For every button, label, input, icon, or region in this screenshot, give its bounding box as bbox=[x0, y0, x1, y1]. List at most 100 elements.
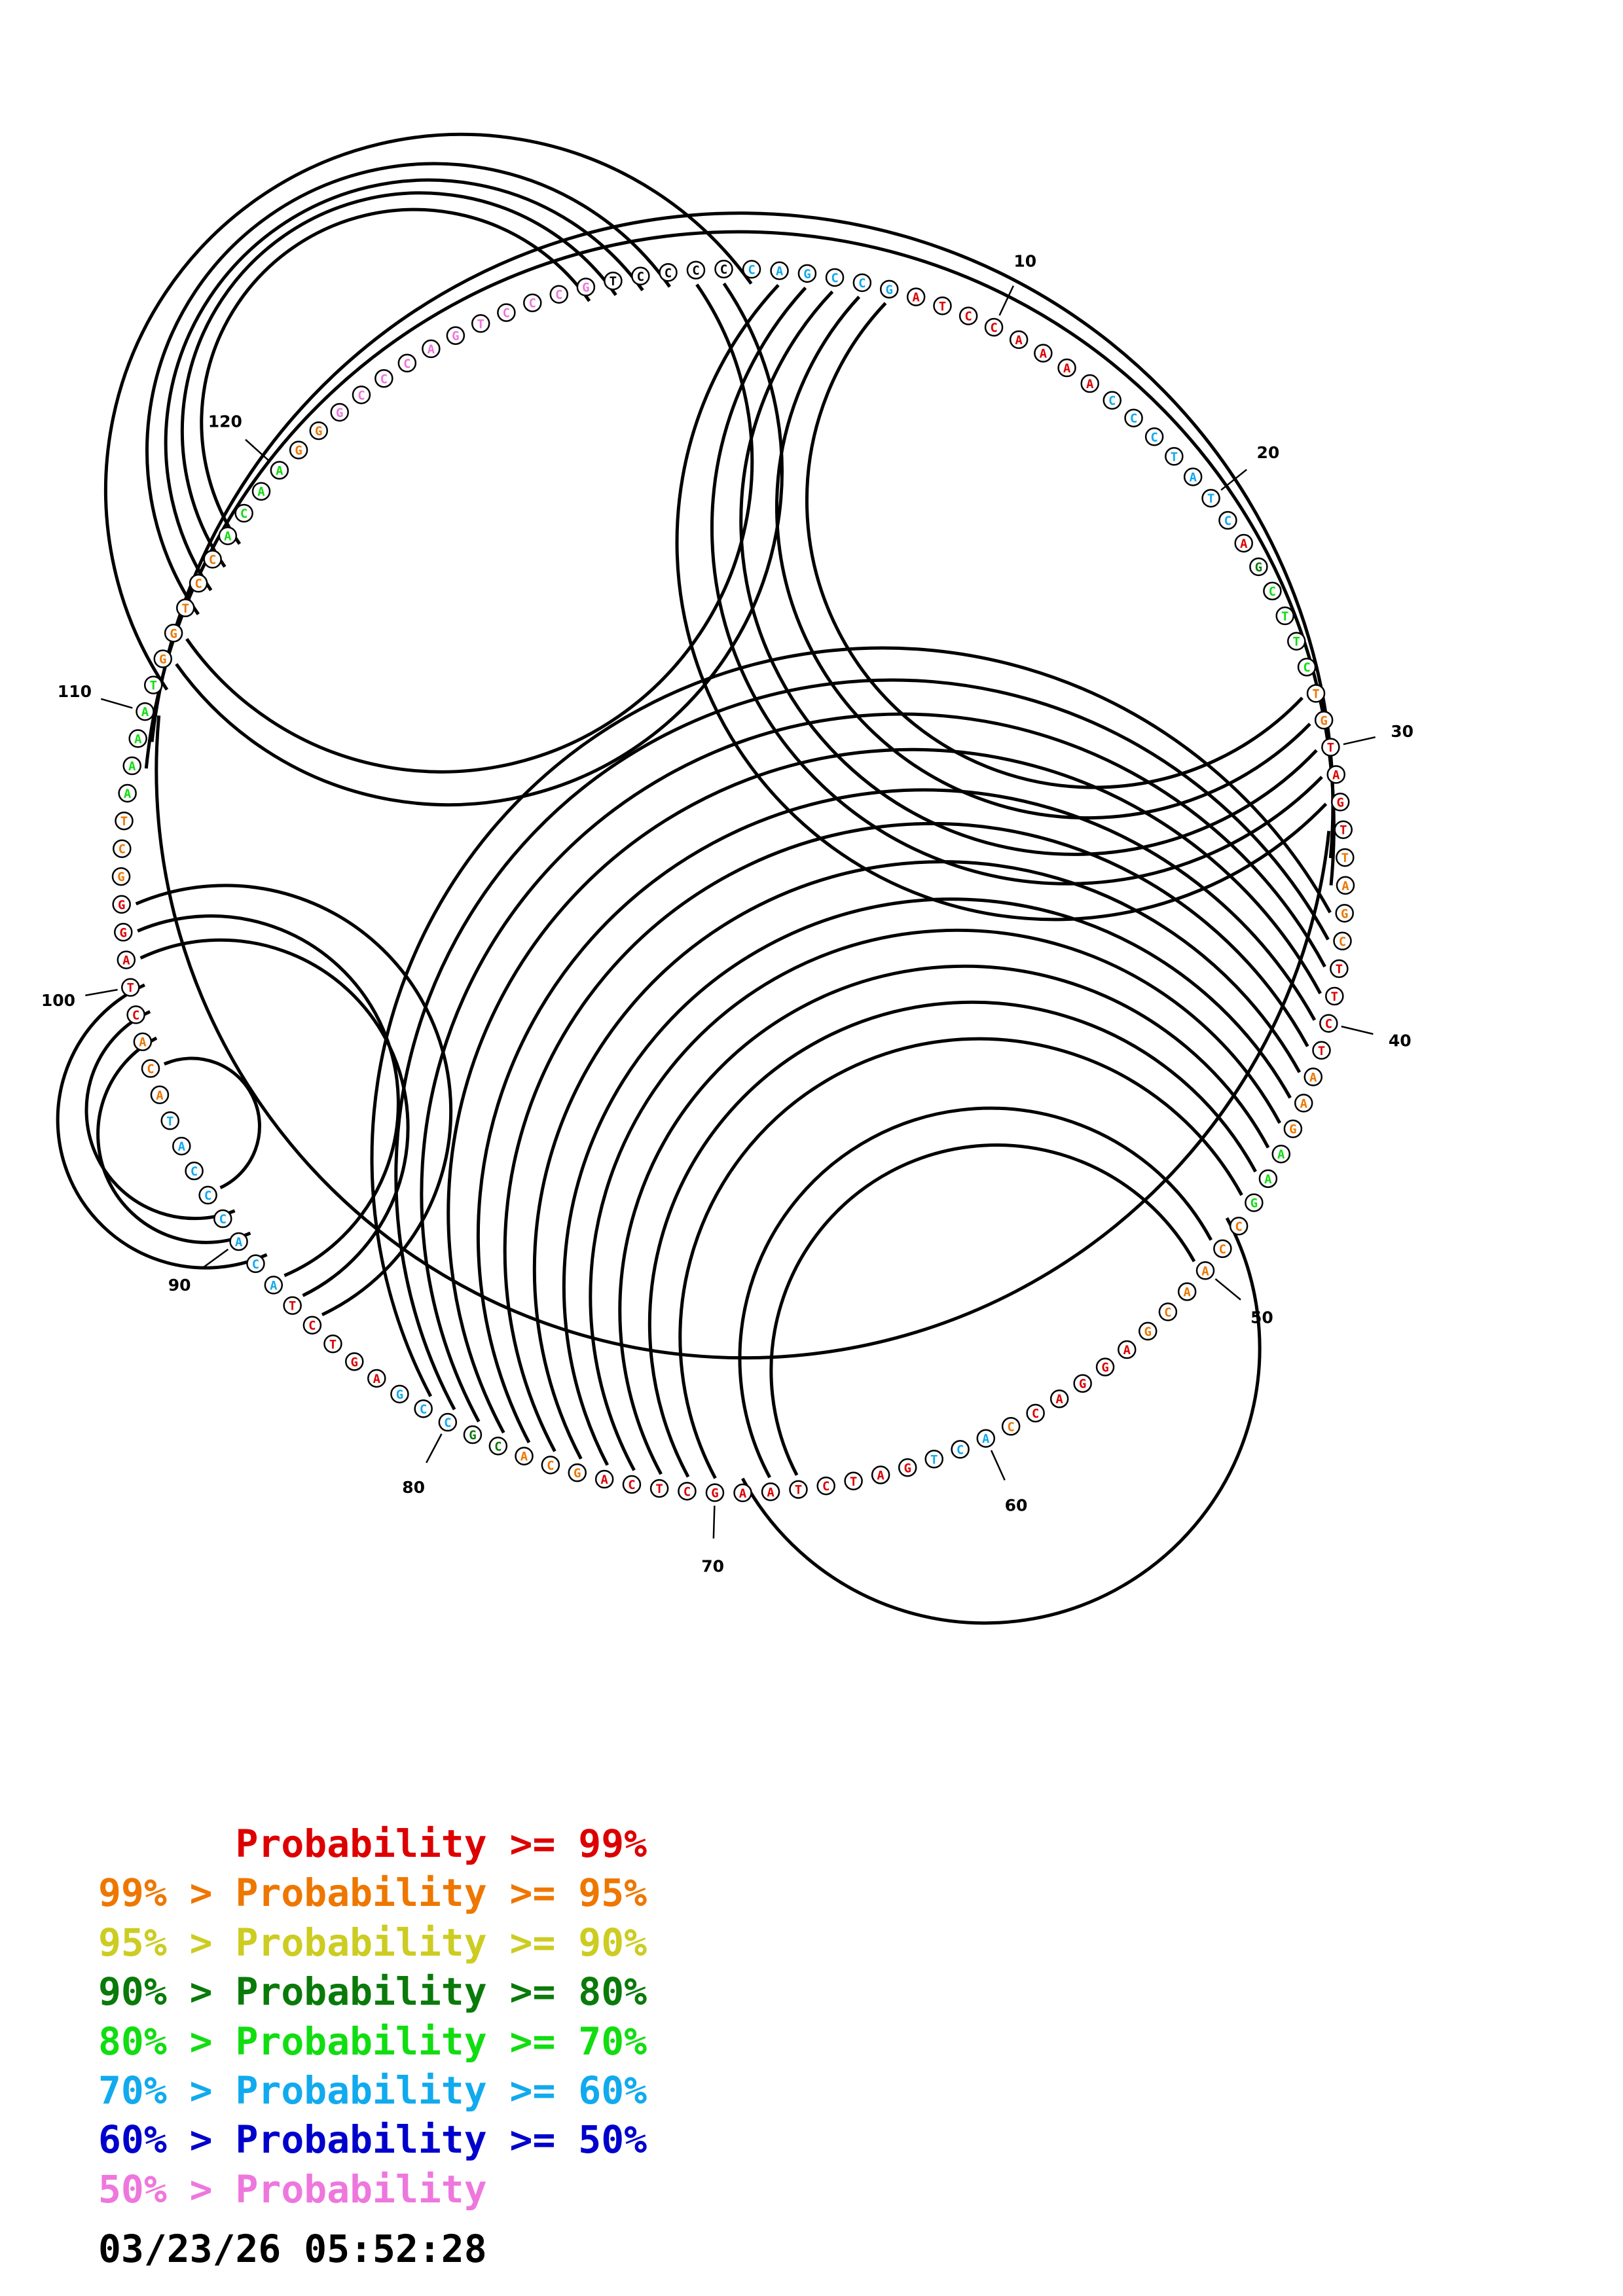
position-number: 110 bbox=[58, 682, 92, 701]
base-letter: C bbox=[1130, 412, 1137, 426]
pair-arc bbox=[420, 712, 1326, 1423]
pair-arc bbox=[144, 230, 1336, 886]
pair-arc bbox=[56, 983, 268, 1270]
base-letter: C bbox=[194, 577, 202, 591]
base-circle bbox=[133, 1032, 153, 1051]
pair-arc bbox=[185, 283, 754, 774]
base-circle bbox=[1201, 488, 1220, 508]
base-letter: C bbox=[665, 266, 672, 280]
base-circle bbox=[1294, 1094, 1313, 1113]
base-circle bbox=[121, 978, 140, 997]
base-circle bbox=[422, 339, 441, 359]
pair-arc bbox=[741, 1217, 1262, 1625]
base-letter: A bbox=[1240, 537, 1248, 551]
pair-arc bbox=[532, 860, 1302, 1460]
base-letter: C bbox=[1150, 430, 1158, 444]
base-letter: T bbox=[1341, 851, 1349, 865]
base-letter: A bbox=[1015, 333, 1023, 348]
base-circle bbox=[1080, 374, 1099, 393]
pair-arc bbox=[769, 1143, 1196, 1476]
base-letter: G bbox=[582, 281, 589, 295]
base-circle bbox=[541, 1456, 560, 1475]
base-letter: C bbox=[1235, 1219, 1242, 1234]
base-letter: G bbox=[315, 424, 322, 439]
base-circle bbox=[1330, 793, 1350, 812]
position-number: 80 bbox=[402, 1478, 425, 1497]
base-circle bbox=[1183, 467, 1203, 486]
base-letter: C bbox=[503, 306, 510, 321]
base-letter: A bbox=[257, 485, 265, 499]
base-circle bbox=[631, 266, 650, 286]
base-circle bbox=[143, 675, 163, 694]
base-circle bbox=[1283, 1119, 1303, 1138]
base-letter: G bbox=[117, 870, 124, 884]
tick-line bbox=[1343, 736, 1376, 745]
base-letter: C bbox=[1325, 1017, 1332, 1031]
base-circle bbox=[345, 1352, 364, 1371]
base-circle bbox=[289, 440, 308, 459]
base-letter: A bbox=[767, 1485, 775, 1499]
base-circle bbox=[1249, 557, 1268, 577]
base-letter: A bbox=[235, 1235, 243, 1249]
base-circle bbox=[515, 1446, 534, 1465]
base-circle bbox=[1049, 1389, 1069, 1408]
pair-arc bbox=[775, 295, 1311, 820]
base-circle bbox=[218, 526, 238, 545]
pair-arc bbox=[678, 1037, 1243, 1479]
base-letter: A bbox=[600, 1473, 608, 1487]
base-circle bbox=[1034, 344, 1053, 363]
position-number: 100 bbox=[41, 991, 75, 1010]
base-letter: A bbox=[270, 1278, 278, 1293]
pair-arc bbox=[562, 897, 1292, 1466]
base-letter: C bbox=[628, 1478, 635, 1492]
legend-row: 99% > Probability >= 95% bbox=[98, 1871, 647, 1916]
position-number: 30 bbox=[1391, 722, 1413, 741]
base-circle bbox=[1275, 606, 1294, 626]
base-circle bbox=[1213, 1239, 1232, 1259]
base-circle bbox=[1177, 1282, 1197, 1301]
base-letter: G bbox=[1250, 1196, 1258, 1211]
base-circle bbox=[397, 353, 417, 373]
tick-line bbox=[201, 1248, 229, 1270]
base-letter: C bbox=[684, 1484, 691, 1499]
base-letter: G bbox=[886, 283, 893, 297]
base-circle bbox=[1158, 1302, 1178, 1321]
base-letter: A bbox=[124, 787, 132, 801]
pair-arc bbox=[476, 788, 1317, 1444]
base-letter: T bbox=[1293, 635, 1300, 649]
base-letter: G bbox=[159, 653, 166, 667]
base-circle bbox=[951, 1440, 970, 1459]
base-letter: C bbox=[1007, 1420, 1014, 1434]
base-letter: A bbox=[139, 1035, 147, 1050]
pair-arc bbox=[135, 884, 453, 1316]
base-letter: T bbox=[1281, 609, 1288, 624]
base-letter: A bbox=[1300, 1096, 1307, 1111]
base-letter: C bbox=[957, 1443, 964, 1457]
base-letter: T bbox=[939, 299, 946, 314]
pair-arc bbox=[175, 282, 784, 807]
base-letter: T bbox=[182, 601, 189, 616]
base-letter: A bbox=[982, 1432, 990, 1446]
pair-arc bbox=[139, 938, 410, 1297]
base-circle bbox=[374, 369, 393, 388]
base-letter: A bbox=[1086, 377, 1094, 391]
pair-arc bbox=[589, 928, 1281, 1471]
base-circle bbox=[414, 1399, 433, 1418]
pair-arc bbox=[104, 132, 753, 691]
base-letter: C bbox=[1339, 935, 1346, 949]
base-letter: C bbox=[547, 1458, 554, 1473]
base-letter: C bbox=[444, 1416, 451, 1430]
base-letter: T bbox=[1336, 962, 1343, 977]
base-letter: G bbox=[1255, 560, 1262, 575]
position-number: 10 bbox=[1013, 252, 1036, 271]
tick-line bbox=[998, 285, 1014, 316]
base-letter: C bbox=[308, 1319, 316, 1333]
base-letter: C bbox=[1108, 394, 1116, 408]
base-circle bbox=[844, 1471, 863, 1491]
base-letter: A bbox=[1277, 1147, 1285, 1162]
base-circle bbox=[1026, 1403, 1045, 1423]
base-circle bbox=[1330, 959, 1349, 978]
base-letter: A bbox=[1063, 361, 1071, 376]
tick-line bbox=[1214, 1278, 1241, 1300]
pair-arc bbox=[145, 162, 671, 616]
